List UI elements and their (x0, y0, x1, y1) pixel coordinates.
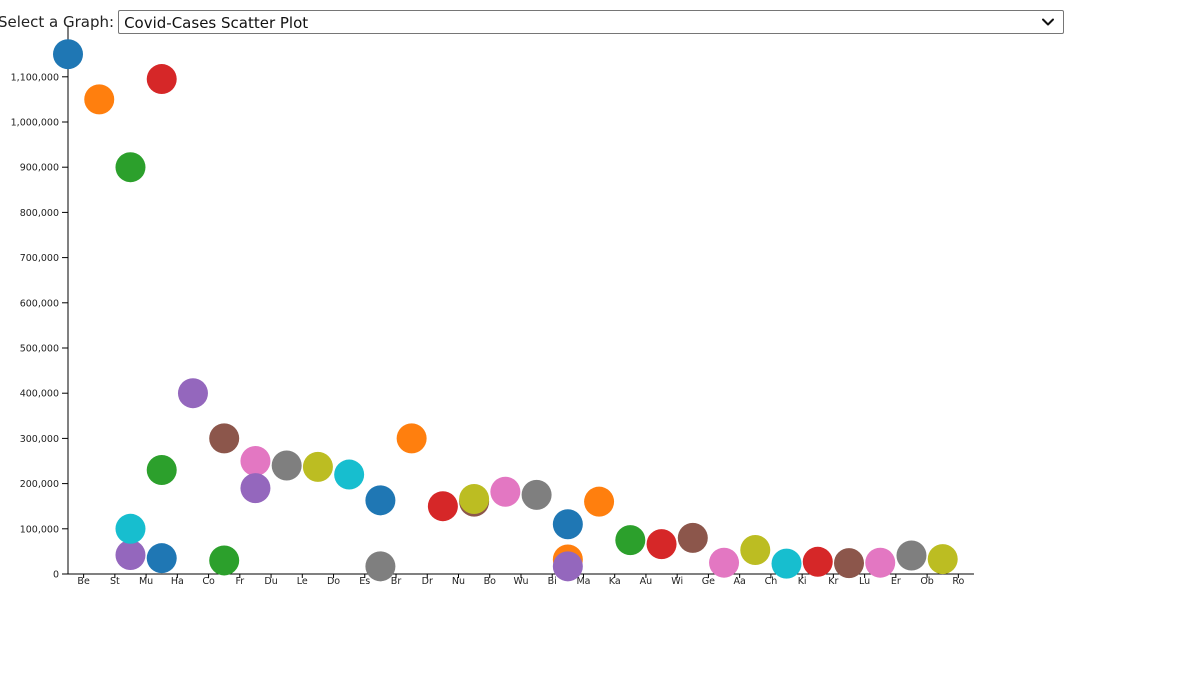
x-tick-label: Dr (422, 576, 433, 587)
data-point[interactable] (802, 546, 833, 577)
x-tick-label: Ge (702, 576, 715, 587)
x-tick-label: Du (264, 576, 277, 587)
y-tick-label: 500,000 (20, 344, 59, 355)
x-tick-label: Mu (139, 576, 153, 587)
y-tick-label: 200,000 (20, 479, 59, 490)
data-point[interactable] (709, 547, 740, 578)
x-tick-label: Au (640, 576, 653, 587)
y-tick-label: 400,000 (20, 389, 59, 400)
y-tick-label: 100,000 (20, 524, 59, 535)
y-tick-label: 800,000 (20, 208, 59, 219)
data-point[interactable] (615, 525, 646, 556)
x-tick-label: Lu (859, 576, 870, 587)
data-point[interactable] (740, 535, 771, 566)
x-tick-label: Ka (609, 576, 621, 587)
data-point[interactable] (459, 483, 490, 514)
chevron-down-icon (1042, 18, 1055, 26)
data-point[interactable] (427, 491, 458, 522)
y-tick-label: 300,000 (20, 434, 59, 445)
x-tick-label: Ch (765, 576, 778, 587)
x-tick-label: Ro (952, 576, 964, 587)
data-point[interactable] (865, 547, 896, 578)
x-tick-label: Ob (920, 576, 934, 587)
x-tick-label: Le (297, 576, 308, 587)
data-point[interactable] (209, 423, 240, 454)
data-point[interactable] (552, 509, 583, 540)
data-point[interactable] (209, 545, 240, 576)
x-tick-label: Bo (484, 576, 497, 587)
graph-selector: Select a Graph: Covid-Cases Scatter Plot (0, 9, 1065, 35)
data-point[interactable] (115, 540, 146, 571)
x-tick-label: Bi (548, 576, 557, 587)
data-point[interactable] (365, 551, 396, 582)
data-point[interactable] (677, 522, 708, 553)
x-tick-label: Ki (798, 576, 807, 587)
x-axis: Be St Mu Ha Co Fr Du Le Do Es Br Dr Nu Bo Wu Bi Ma Ka Au Wi… (68, 573, 974, 587)
data-point[interactable] (521, 479, 552, 510)
x-tick-label: Do (327, 576, 340, 587)
y-tick-label: 900,000 (20, 163, 59, 174)
x-tick-label: St (110, 576, 120, 587)
y-tick-label: 1,000,000 (11, 118, 59, 129)
x-tick-label: Wi (671, 576, 683, 587)
y-tick-label: 700,000 (20, 253, 59, 264)
y-tick-label: 600,000 (20, 298, 59, 309)
data-point[interactable] (302, 451, 333, 482)
data-point[interactable] (146, 543, 177, 574)
data-point[interactable] (271, 450, 302, 481)
data-point[interactable] (927, 544, 958, 575)
data-point[interactable] (177, 378, 208, 409)
x-tick-label: Fr (235, 576, 244, 587)
x-tick-label: Aa (733, 576, 745, 587)
x-tick-label: Ha (171, 576, 184, 587)
data-point[interactable] (646, 529, 677, 560)
y-axis: 0 100,000 200,000 300,000 400,000 500,000 600,… (11, 25, 69, 581)
graph-selector-label: Select a Graph: (0, 13, 115, 31)
y-tick-label: 0 (53, 570, 59, 581)
x-tick-label: Kr (828, 576, 838, 587)
data-point[interactable] (146, 64, 177, 95)
x-tick-label: Br (391, 576, 402, 587)
data-point[interactable] (334, 459, 365, 490)
graph-select-value: Covid-Cases Scatter Plot (124, 14, 309, 32)
data-point[interactable] (240, 473, 271, 504)
data-point[interactable] (53, 39, 83, 70)
x-tick-label: Co (202, 576, 215, 587)
data-point[interactable] (834, 548, 864, 579)
data-point[interactable] (396, 423, 427, 454)
data-point[interactable] (896, 540, 927, 571)
data-point[interactable] (115, 152, 146, 183)
data-point[interactable] (146, 455, 177, 486)
data-point[interactable] (771, 548, 802, 579)
x-tick-label: Be (77, 576, 90, 587)
x-tick-label: Es (359, 576, 370, 587)
x-tick-label: Ma (576, 576, 590, 587)
data-point[interactable] (584, 486, 615, 517)
x-tick-label: Nu (452, 576, 465, 587)
x-tick-label: Er (891, 576, 901, 587)
data-point[interactable] (240, 446, 271, 476)
data-point[interactable] (365, 485, 396, 516)
graph-select-dropdown[interactable]: Covid-Cases Scatter Plot (118, 10, 1065, 34)
data-points (53, 39, 958, 582)
data-point[interactable] (552, 551, 583, 582)
x-tick-label: Wu (513, 576, 528, 587)
y-tick-label: 1,100,000 (11, 72, 59, 83)
data-point[interactable] (84, 84, 115, 115)
data-point[interactable] (490, 476, 521, 507)
data-point[interactable] (115, 513, 146, 544)
